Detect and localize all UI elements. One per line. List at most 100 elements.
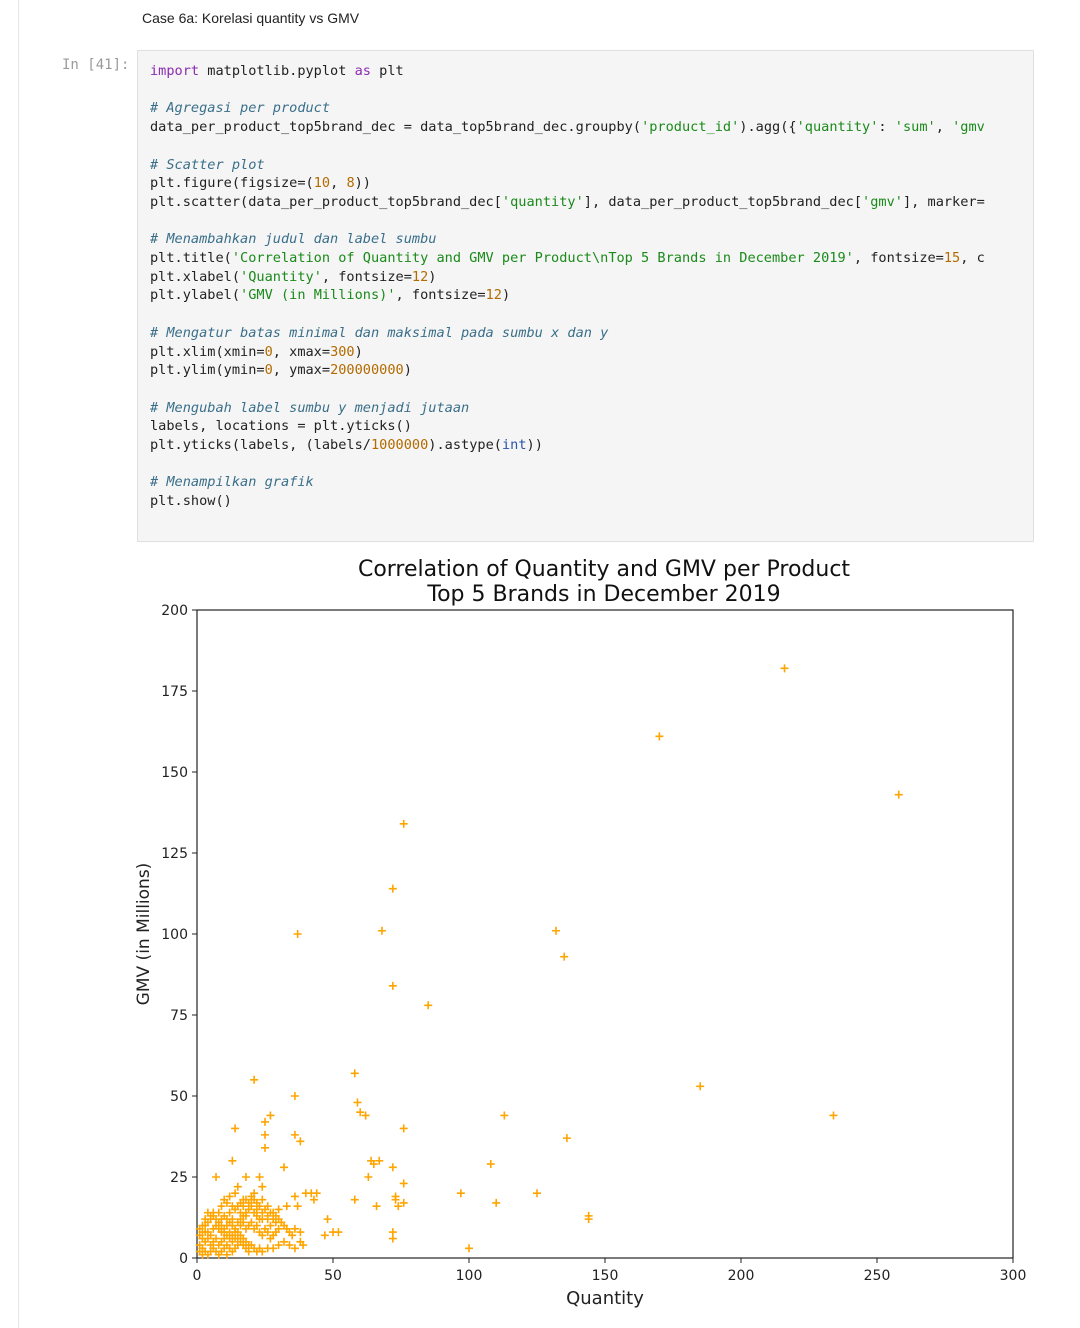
chart-svg: Correlation of Quantity and GMV per Prod… bbox=[134, 557, 1027, 1309]
scatter-point-marker bbox=[584, 1211, 593, 1220]
scatter-point-marker bbox=[364, 1173, 373, 1181]
scatter-point-marker bbox=[266, 1221, 275, 1230]
scatter-point-marker bbox=[288, 1231, 297, 1240]
scatter-point-marker bbox=[261, 1143, 269, 1152]
x-tick-label: 200 bbox=[728, 1268, 755, 1284]
scatter-point-marker bbox=[258, 1247, 267, 1256]
code-line: plt.ylim(ymin=0, ymax=200000000) bbox=[150, 362, 412, 379]
scatter-point-marker bbox=[201, 1228, 210, 1237]
y-tick-label: 75 bbox=[170, 1008, 188, 1024]
scatter-point-marker bbox=[388, 981, 397, 990]
code-line: # Menambahkan judul dan label sumbu bbox=[150, 231, 437, 248]
code-line: # Menampilkan grafik bbox=[150, 474, 314, 491]
cell-prompt: In [41]: bbox=[62, 57, 130, 73]
scatter-point-marker bbox=[391, 1195, 400, 1204]
scatter-point-marker bbox=[201, 1215, 210, 1224]
scatter-point-marker bbox=[334, 1228, 343, 1237]
scatter-point-marker bbox=[388, 1163, 397, 1172]
x-axis-label: Quantity bbox=[566, 1288, 644, 1309]
scatter-point-marker bbox=[456, 1189, 465, 1198]
scatter-point-marker bbox=[299, 1241, 308, 1250]
scatter-point-marker bbox=[212, 1215, 221, 1224]
scatter-point-marker bbox=[217, 1202, 226, 1211]
scatter-point-marker bbox=[486, 1160, 495, 1169]
scatter-point-marker bbox=[290, 1224, 299, 1233]
scatter-point-marker bbox=[372, 1202, 381, 1211]
scatter-point-marker bbox=[293, 930, 302, 938]
scatter-point-marker bbox=[266, 1208, 275, 1217]
y-tick-label: 200 bbox=[161, 603, 188, 619]
scatter-point-marker bbox=[212, 1234, 221, 1243]
code-line: plt.xlim(xmin=0, xmax=300) bbox=[150, 343, 363, 360]
code-line: # Mengubah label sumbu y menjadi jutaan bbox=[150, 399, 470, 416]
chart-subtitle: Top 5 Brands in December 2019 bbox=[426, 582, 780, 607]
scatter-point-marker bbox=[244, 1198, 253, 1207]
scatter-point-marker bbox=[247, 1218, 256, 1227]
scatter-point-marker bbox=[500, 1111, 509, 1120]
y-tick-label: 150 bbox=[161, 765, 188, 781]
scatter-point-marker bbox=[241, 1173, 250, 1181]
scatter-point-marker bbox=[228, 1156, 237, 1165]
scatter-point-marker bbox=[274, 1241, 283, 1250]
code-line: plt.title('Correlation of Quantity and G… bbox=[150, 250, 985, 267]
scatter-point-marker bbox=[261, 1117, 269, 1126]
scatter-point-marker bbox=[562, 1134, 571, 1143]
scatter-point-marker bbox=[377, 926, 386, 935]
x-tick-label: 50 bbox=[324, 1268, 342, 1284]
scatter-point-marker bbox=[269, 1244, 278, 1253]
scatter-point-marker bbox=[394, 1202, 403, 1211]
plot-area-frame bbox=[196, 609, 1014, 1259]
scatter-point-marker bbox=[198, 1250, 207, 1259]
scatter-point-marker bbox=[353, 1098, 362, 1107]
scatter-point-marker bbox=[388, 884, 397, 893]
scatter-point-marker bbox=[290, 1192, 299, 1201]
scatter-point-marker bbox=[361, 1111, 370, 1120]
code-line: labels, locations = plt.yticks() bbox=[150, 418, 412, 435]
scatter-point-marker bbox=[225, 1208, 234, 1217]
scatter-point-marker bbox=[266, 1111, 275, 1120]
scatter-point-marker bbox=[290, 1130, 299, 1139]
scatter-point-marker bbox=[301, 1189, 310, 1198]
scatter-point-marker bbox=[198, 1221, 207, 1230]
x-tick-label: 300 bbox=[1000, 1268, 1027, 1284]
scatter-point-marker bbox=[258, 1195, 267, 1204]
scatter-point-marker bbox=[228, 1215, 237, 1224]
scatter-point-marker bbox=[263, 1228, 272, 1237]
scatter-point-marker bbox=[399, 1198, 408, 1207]
code-editor[interactable]: import matplotlib.pyplot as plt # Agrega… bbox=[150, 62, 985, 511]
scatter-point-marker bbox=[282, 1202, 291, 1211]
scatter-point-marker bbox=[195, 1241, 204, 1250]
scatter-point-marker bbox=[203, 1234, 212, 1243]
scatter-point-marker bbox=[255, 1202, 264, 1211]
notebook-left-rule bbox=[18, 0, 19, 1328]
scatter-point-marker bbox=[263, 1202, 272, 1211]
scatter-point-marker bbox=[399, 1124, 408, 1133]
y-tick-label: 0 bbox=[179, 1251, 188, 1267]
y-tick-label: 125 bbox=[161, 846, 188, 862]
scatter-point-marker bbox=[209, 1208, 218, 1217]
scatter-point-marker bbox=[271, 1211, 280, 1220]
scatter-point-marker bbox=[244, 1247, 253, 1256]
scatter-point-marker bbox=[388, 1234, 397, 1243]
scatter-point-marker bbox=[312, 1189, 321, 1198]
scatter-point-marker bbox=[225, 1192, 234, 1201]
scatter-point-marker bbox=[375, 1156, 384, 1165]
code-cell[interactable]: import matplotlib.pyplot as plt # Agrega… bbox=[137, 50, 1034, 542]
scatter-point-marker bbox=[296, 1228, 305, 1237]
scatter-point-marker bbox=[350, 1069, 359, 1078]
code-line: # Scatter plot bbox=[150, 156, 265, 173]
scatter-point-marker bbox=[492, 1198, 501, 1207]
scatter-point-marker bbox=[239, 1202, 248, 1211]
scatter-point-marker bbox=[231, 1189, 240, 1198]
scatter-point-marker bbox=[894, 790, 903, 799]
scatter-point-marker bbox=[296, 1137, 305, 1146]
scatter-point-marker bbox=[280, 1237, 289, 1246]
scatter-point-marker bbox=[250, 1075, 259, 1084]
y-tick-label: 50 bbox=[170, 1089, 188, 1105]
scatter-point-marker bbox=[231, 1124, 240, 1133]
code-line: plt.scatter(data_per_product_top5brand_d… bbox=[150, 193, 985, 210]
scatter-point-marker bbox=[258, 1231, 267, 1240]
scatter-point-marker bbox=[222, 1221, 231, 1230]
scatter-point-marker bbox=[222, 1250, 231, 1259]
scatter-point-marker bbox=[212, 1173, 221, 1181]
